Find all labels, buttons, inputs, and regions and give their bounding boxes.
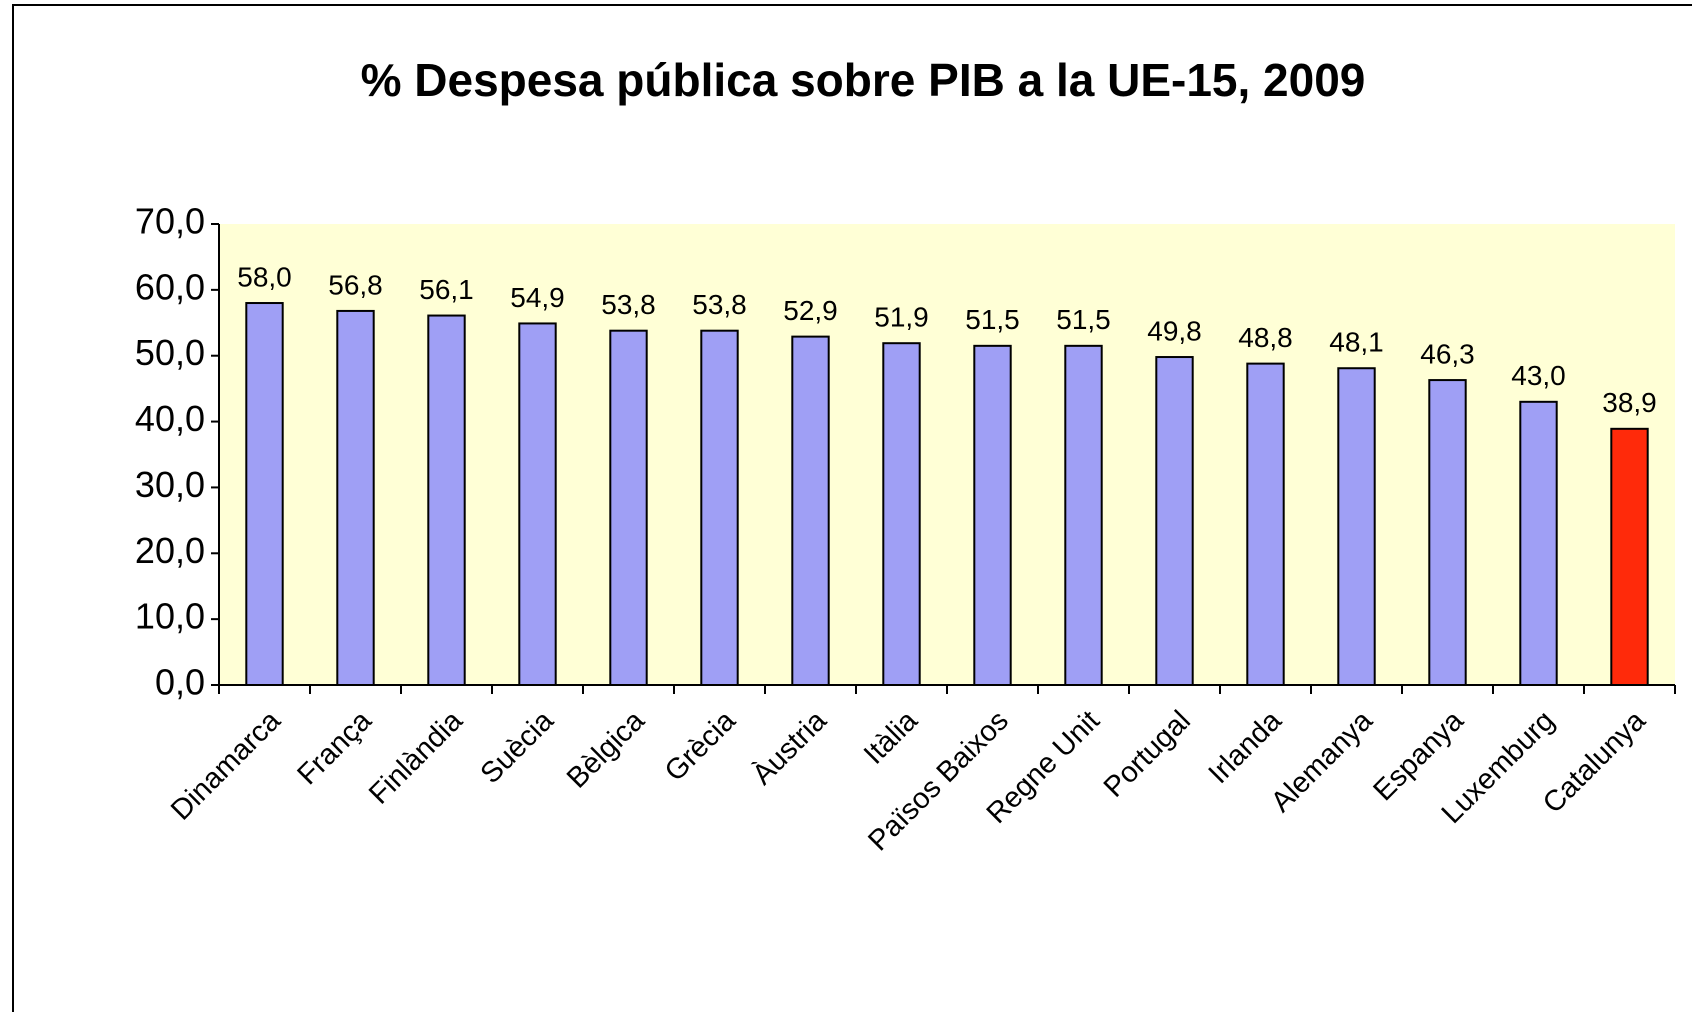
value-label: 51,9: [874, 302, 929, 333]
bar: [427, 314, 466, 686]
y-tick-label: 60,0: [135, 266, 205, 307]
bar: [518, 322, 557, 686]
bar: [1246, 362, 1285, 686]
value-label: 52,9: [783, 295, 838, 326]
bar: [973, 344, 1012, 686]
bar: [1337, 367, 1376, 686]
bar: [791, 335, 830, 686]
value-label: 56,1: [419, 274, 474, 305]
value-label: 58,0: [237, 261, 292, 292]
value-label: 53,8: [692, 289, 747, 320]
value-label: 51,5: [965, 304, 1020, 335]
bar: [609, 329, 648, 686]
y-tick-label: 30,0: [135, 464, 205, 505]
y-tick-label: 10,0: [135, 596, 205, 637]
bar: [245, 302, 284, 686]
value-label: 46,3: [1420, 338, 1475, 369]
bar: [882, 342, 921, 686]
bar: [1428, 379, 1467, 686]
y-tick-label: 0,0: [155, 662, 205, 703]
value-label: 48,1: [1329, 327, 1384, 358]
y-tick-label: 20,0: [135, 530, 205, 571]
bar: [700, 329, 739, 686]
chart-title: % Despesa pública sobre PIB a la UE-15, …: [361, 54, 1366, 106]
value-label: 43,0: [1511, 360, 1566, 391]
value-label: 54,9: [510, 282, 565, 313]
bar: [1064, 344, 1103, 686]
y-tick-label: 40,0: [135, 398, 205, 439]
value-label: 48,8: [1238, 322, 1293, 353]
y-tick-label: 50,0: [135, 332, 205, 373]
bar: [1610, 427, 1649, 686]
bar: [1519, 400, 1558, 686]
bar: [1155, 356, 1194, 686]
value-label: 51,5: [1056, 304, 1111, 335]
value-label: 49,8: [1147, 315, 1202, 346]
value-label: 38,9: [1602, 387, 1657, 418]
value-label: 53,8: [601, 289, 656, 320]
y-tick-label: 70,0: [135, 201, 205, 242]
value-label: 56,8: [328, 269, 383, 300]
bar: [336, 309, 375, 686]
